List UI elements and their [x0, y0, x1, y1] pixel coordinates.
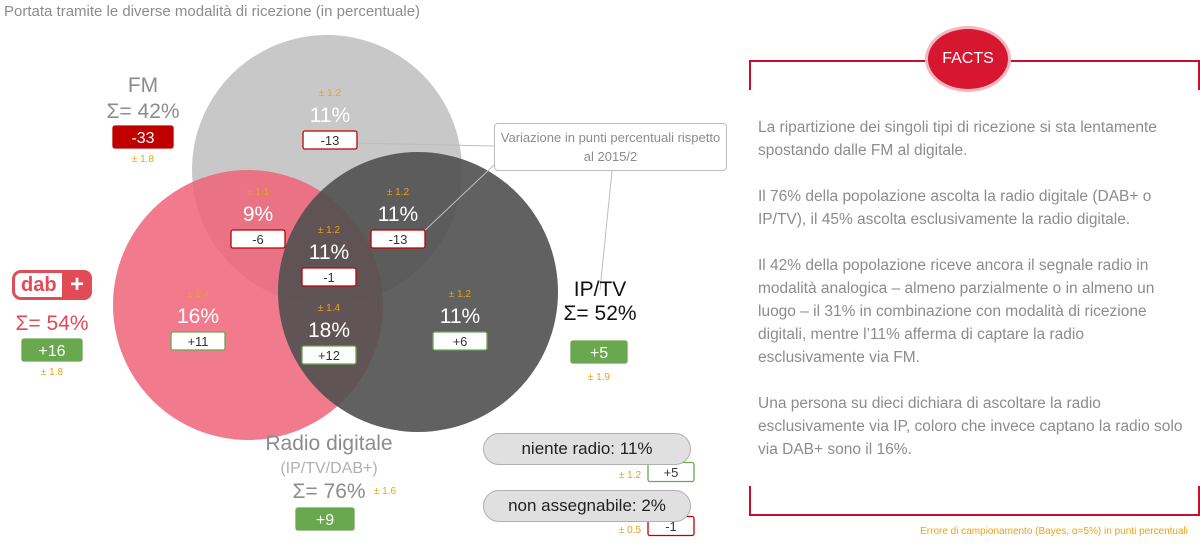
radio-digitale-total: Σ= 76%	[292, 480, 365, 503]
region-value-fm_dab: 9%	[243, 203, 273, 226]
facts-note: Errore di campionamento (Bayes, α=5%) in…	[920, 526, 1188, 537]
region-change-fm_only-label: -13	[321, 133, 340, 148]
facts-bracket-bottom	[749, 486, 1200, 516]
ip-circle	[278, 152, 558, 432]
radio-digitale-error: ± 1.6	[374, 486, 397, 497]
region-change-all_three-label: -1	[323, 270, 335, 285]
change-callout: Variazione in punti percentuali rispetto…	[494, 123, 727, 171]
dab-logo-plus: +	[62, 270, 92, 300]
dab-logo: dab +	[12, 270, 92, 300]
dab-logo-text: dab	[21, 273, 57, 296]
region-change-fm_dab	[230, 229, 286, 249]
ip-set-name: IP/TV	[574, 278, 627, 301]
region-error-fm_ip: ± 1.2	[387, 187, 410, 198]
radio-digitale-change	[295, 507, 355, 531]
fm-set-change-label: -33	[131, 130, 154, 147]
ip-set-total: Σ= 52%	[563, 302, 636, 325]
region-value-ip_only: 11%	[440, 305, 480, 328]
facts-text: La ripartizione dei singoli tipi di rice…	[758, 116, 1188, 484]
callout-line	[349, 142, 495, 147]
fm-set-name: FM	[128, 74, 158, 97]
pill-niente-radio: niente radio: 11%	[483, 433, 691, 465]
region-error-fm_dab: ± 1.1	[247, 187, 270, 198]
extra-change-nonass-label: -1	[665, 519, 677, 534]
region-change-ip_only-label: +6	[453, 334, 468, 349]
region-value-fm_only: 11%	[310, 104, 350, 127]
facts-paragraph: Il 76% della popolazione ascolta la radi…	[758, 188, 1152, 228]
extra-error-nonass: ± 0.5	[619, 525, 642, 536]
region-value-fm_ip: 11%	[378, 203, 418, 226]
region-value-dab_only: 16%	[177, 305, 219, 328]
facts-paragraph: Una persona su dieci dichiara di ascolta…	[758, 395, 1183, 458]
region-change-all_three	[301, 267, 357, 287]
region-value-all_three: 11%	[309, 241, 349, 264]
facts-paragraph: La ripartizione dei singoli tipi di rice…	[758, 119, 1157, 159]
region-change-dab_ip	[301, 345, 357, 365]
facts-paragraph: Il 42% della popolazione riceve ancora i…	[758, 257, 1155, 366]
fm-set-error: ± 1.8	[132, 154, 155, 165]
region-error-dab_ip: ± 1.4	[318, 303, 341, 314]
region-change-fm_dab-label: -6	[252, 232, 264, 247]
region-change-dab_only-label: +11	[187, 334, 208, 349]
radio-digitale-name: Radio digitale	[265, 432, 392, 455]
callout-line	[599, 170, 613, 291]
dab-set-change	[21, 338, 83, 362]
callout-line	[419, 164, 495, 236]
ip-set-change-label: +5	[590, 345, 608, 362]
region-error-ip_only: ± 1.2	[449, 289, 472, 300]
region-error-all_three: ± 1.2	[318, 225, 341, 236]
dab-set-total: Σ= 54%	[15, 312, 88, 335]
region-error-dab_only: ± 1.4	[187, 289, 210, 300]
pill-non-assegnabile: non assegnabile: 2%	[483, 490, 691, 522]
radio-digitale-change-label: +9	[316, 512, 334, 529]
region-error-fm_only: ± 1.2	[319, 88, 342, 99]
ip-set-error: ± 1.9	[588, 372, 611, 383]
region-change-dab_ip-label: +12	[318, 348, 340, 363]
region-change-dab_only	[170, 331, 226, 351]
region-change-ip_only	[432, 331, 488, 351]
chart-title: Portata tramite le diverse modalità di r…	[4, 3, 421, 20]
facts-badge: FACTS	[925, 26, 1011, 92]
region-change-fm_ip	[370, 229, 426, 249]
radio-digitale-sub: (IP/TV/DAB+)	[280, 460, 377, 477]
ip-set-change	[570, 340, 628, 364]
extra-change-niente-label: +5	[664, 465, 679, 480]
fm-set-change	[112, 125, 174, 149]
extra-error-niente: ± 1.2	[619, 470, 642, 481]
region-change-fm_ip-label: -13	[389, 232, 408, 247]
dab-set-change-label: +16	[38, 343, 65, 360]
region-change-fm_only	[302, 130, 358, 150]
region-value-dab_ip: 18%	[308, 319, 350, 342]
fm-set-total: Σ= 42%	[106, 100, 179, 123]
dab-set-error: ± 1.8	[41, 367, 64, 378]
